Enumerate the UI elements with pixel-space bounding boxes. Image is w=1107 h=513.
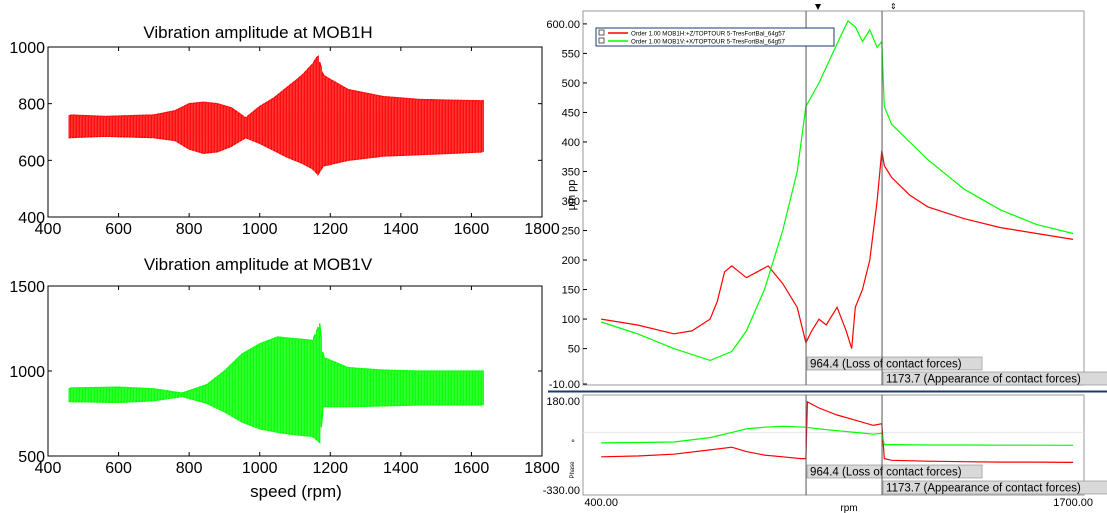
cursor-handle-icon[interactable] xyxy=(815,4,821,10)
y-tick-label: 200 xyxy=(562,255,580,267)
cursor-label: 964.4 (Loss of contact forces) xyxy=(806,464,983,479)
cursor-label-text: 1173.7 (Appearance of contact forces) xyxy=(886,483,1081,495)
y-tick-label: 400 xyxy=(18,210,45,227)
mob1v-x-axis-label: speed (rpm) xyxy=(250,482,342,501)
y-tick-label: 500 xyxy=(18,449,45,466)
y-tick-label: 600 xyxy=(18,153,45,170)
y-tick-label: 180.00 xyxy=(546,396,580,408)
x-tick-label: 600 xyxy=(105,221,132,238)
y-tick-label: 400 xyxy=(562,137,580,149)
x-tick-label: 400 xyxy=(35,460,62,477)
cursor-handle-icon[interactable]: ⇕ xyxy=(890,2,897,11)
amplitude-series-line xyxy=(601,20,1074,362)
mob1h-plot-frame xyxy=(47,46,543,218)
y-tick-label: -330.00 xyxy=(543,485,580,497)
x-tick-label: 1800 xyxy=(524,460,560,477)
vibration-series xyxy=(68,55,484,177)
x-tick-label: 1700.00 xyxy=(1053,497,1093,509)
x-tick-label: 1400 xyxy=(383,221,419,238)
amplitude-plot-frame xyxy=(582,10,1085,386)
mob1h-chart-title: Vibration amplitude at MOB1H xyxy=(143,23,372,42)
legend-checkbox[interactable] xyxy=(598,29,605,36)
y-tick-label: 1500 xyxy=(9,279,45,296)
cursor-label-text: 964.4 (Loss of contact forces) xyxy=(810,359,962,371)
y-tick-label: 100 xyxy=(562,314,580,326)
cursor-label-text: 964.4 (Loss of contact forces) xyxy=(810,467,962,479)
x-tick-label: 1600 xyxy=(454,221,490,238)
cursor-label-text: 1173.7 (Appearance of contact forces) xyxy=(886,374,1081,386)
phase-chart: 180.00 -330.00 ° Phase 964.4 (Loss of con… xyxy=(543,394,1107,513)
legend-entry-mob1v: Order 1.00 MOB1V:+X/TOPTOUR 5-TresFortBa… xyxy=(631,39,785,46)
mob1h-chart: Vibration amplitude at MOB1H 400 600 800 10… xyxy=(9,23,559,238)
y-tick-label: 1000 xyxy=(9,364,45,381)
amplitude-legend: Order 1.00 MOB1H:+Z/TOPTOUR 5-TresFortBa… xyxy=(595,27,835,47)
y-tick-label: 150 xyxy=(562,285,580,297)
phase-series-line xyxy=(601,425,1074,446)
cursor-label: 1173.7 (Appearance of contact forces) xyxy=(882,480,1107,495)
y-tick-label: 550 xyxy=(562,48,580,60)
cursor-label-box xyxy=(806,464,983,479)
x-tick-label: 1600 xyxy=(454,460,490,477)
amplitude-y-axis-label: µm pp xyxy=(566,180,578,211)
y-tick-label: 250 xyxy=(562,226,580,238)
legend-entry-mob1h: Order 1.00 MOB1H:+Z/TOPTOUR 5-TresFortBa… xyxy=(631,31,786,38)
x-tick-label: 1200 xyxy=(312,221,348,238)
cursor-label: 964.4 (Loss of contact forces) xyxy=(806,356,983,371)
x-tick-label: 1000 xyxy=(242,460,278,477)
x-tick-label: 1800 xyxy=(524,221,560,238)
x-tick-label: 400 xyxy=(35,221,62,238)
cursor-label-box xyxy=(806,356,983,371)
phase-unit-symbol: ° xyxy=(571,438,575,448)
cursor-label-box xyxy=(882,371,1107,386)
cursor-label-box xyxy=(882,480,1107,495)
y-tick-label: 350 xyxy=(562,166,580,178)
legend-box xyxy=(595,27,835,47)
y-tick-label: 600.00 xyxy=(546,19,580,31)
y-tick-label: 800 xyxy=(18,97,45,114)
x-tick-label: 1200 xyxy=(312,460,348,477)
phase-series-line xyxy=(601,400,1074,463)
x-tick-label: 400.00 xyxy=(584,497,618,509)
mob1v-chart-title: Vibration amplitude at MOB1V xyxy=(144,255,373,274)
y-tick-label: 1000 xyxy=(9,40,45,57)
x-tick-label: 800 xyxy=(176,460,203,477)
x-tick-label: 600 xyxy=(105,460,132,477)
cursor-label: 1173.7 (Appearance of contact forces) xyxy=(882,371,1107,386)
y-tick-label: 450 xyxy=(562,107,580,119)
amplitude-chart: 600.00 550 500 450 400 350 300 250 200 150 100 50 -1… xyxy=(546,2,1107,391)
y-tick-label: -10.00 xyxy=(549,379,580,391)
x-tick-label: 1000 xyxy=(242,221,278,238)
vibration-series xyxy=(68,323,484,444)
mob1v-chart: Vibration amplitude at MOB1V 400 600 800 10… xyxy=(9,255,559,501)
y-tick-label: 50 xyxy=(568,344,580,356)
x-tick-label: 1400 xyxy=(383,460,419,477)
phase-x-axis-label: rpm xyxy=(840,503,857,513)
phase-y-axis-label: Phase xyxy=(570,461,576,479)
y-tick-label: 500 xyxy=(562,78,580,90)
amplitude-series-line xyxy=(601,150,1074,349)
legend-checkbox[interactable] xyxy=(598,37,605,44)
x-tick-label: 800 xyxy=(176,221,203,238)
y-tick-label: 300 xyxy=(562,196,580,208)
